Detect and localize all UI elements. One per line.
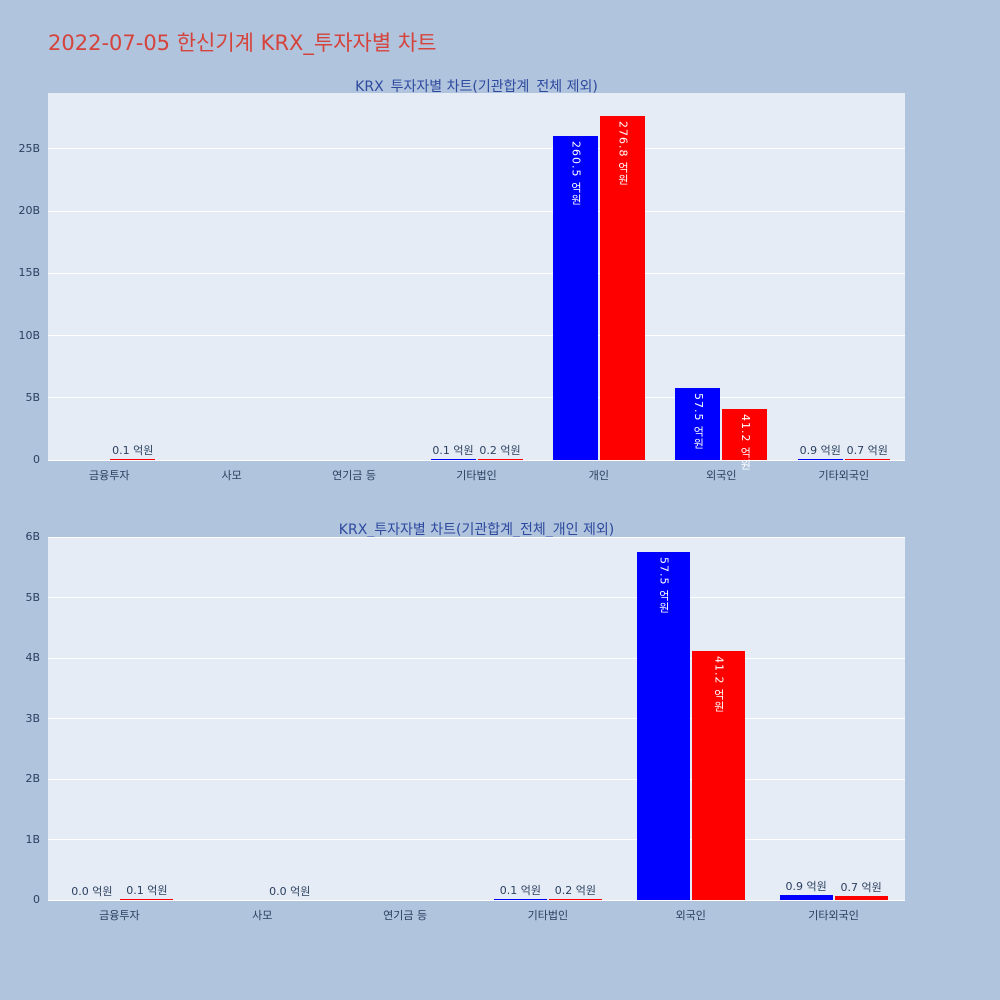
gridline xyxy=(48,536,905,538)
bar-value-label: 0.7 억원 xyxy=(840,880,882,894)
y-tick-label: 4B xyxy=(25,651,40,664)
bar-red-4 xyxy=(548,898,602,900)
x-category-label: 기타외국인 xyxy=(818,469,870,482)
gridline xyxy=(48,718,905,719)
x-category-label: 외국인 xyxy=(706,469,737,482)
bar-value-label: 0.1 억원 xyxy=(499,884,542,898)
y-tick-label: 20B xyxy=(18,204,40,218)
bar-value-label: 0.9 억원 xyxy=(799,443,841,457)
bar-red-1 xyxy=(110,459,156,460)
bar-value-label: 0.2 억원 xyxy=(479,444,521,458)
bar-value-label: 0.0 억원 xyxy=(269,885,311,898)
bar-blue-7 xyxy=(797,458,843,460)
gridline xyxy=(48,272,905,274)
bar-value-label: 57.5 억원 xyxy=(657,557,671,615)
bar-value-label: 0.0 억원 xyxy=(71,885,113,898)
bar-red-7 xyxy=(844,459,890,460)
gridline xyxy=(48,397,905,399)
y-tick-label: 0 xyxy=(33,453,40,466)
bar-blue-6 xyxy=(675,388,721,460)
bar-blue-5 xyxy=(636,552,690,900)
bar-value-label: 0.9 억원 xyxy=(785,879,827,893)
bar-red-1 xyxy=(120,899,174,900)
x-category-label: 개인 xyxy=(588,469,610,482)
page-title: 2022-07-05 한신기계 KRX_투자자별 차트 xyxy=(48,31,437,55)
y-tick-label: 5B xyxy=(25,590,40,604)
bar-blue-6 xyxy=(779,894,833,900)
bar-value-label: 260.5 억원 xyxy=(569,140,583,206)
gridline xyxy=(48,597,905,598)
bar-value-label: 276.8 억원 xyxy=(616,120,630,186)
gridline xyxy=(48,459,905,461)
x-category-label: 외국인 xyxy=(675,909,706,922)
bar-value-label: 0.1 억원 xyxy=(432,444,474,458)
bar-value-label: 41.2 억원 xyxy=(712,655,726,713)
gridline xyxy=(48,778,905,780)
x-category-label: 기타법인 xyxy=(456,469,497,482)
bar-value-label: 0.2 억원 xyxy=(554,883,597,897)
gridline xyxy=(48,839,905,840)
plot-area: 0.0 억원 0.1 억원 0.0 억원 0.1 억원 0.2 억원 57.5 억원 41.… xyxy=(48,536,905,901)
bar-value-label: 0.7 억원 xyxy=(846,444,888,458)
bar-red-6 xyxy=(722,408,768,460)
y-tick-label: 5B xyxy=(25,390,40,404)
bar-red-5 xyxy=(599,115,645,460)
bar-blue-4 xyxy=(493,899,547,900)
x-category-label: 사모 xyxy=(252,909,273,922)
gridline xyxy=(48,210,905,212)
bar-red-6 xyxy=(834,895,888,900)
x-category-label: 연기금 등 xyxy=(383,909,428,922)
gridline xyxy=(48,335,905,337)
x-category-label: 기타법인 xyxy=(527,909,569,922)
chart-title: KRX_투자자별 차트(기관합계_전체 제외) xyxy=(355,79,598,95)
plot-area: 0.1 억원 0.1 억원 0.2 억원 260.5 억원 276.8 억원 57.5 억… xyxy=(48,93,905,471)
bar-value-label: 0.1 억원 xyxy=(112,444,154,458)
bar-value-label: 0.1 억원 xyxy=(126,884,168,898)
bar-blue-5 xyxy=(552,135,598,460)
x-category-label: 연기금 등 xyxy=(332,469,377,482)
x-category-label: 기타외국인 xyxy=(808,909,859,922)
y-tick-label: 3B xyxy=(25,711,40,725)
bar-blue-4 xyxy=(430,459,476,460)
bar-value-label: 57.5 억원 xyxy=(691,393,705,451)
gridline xyxy=(48,148,905,150)
y-tick-label: 25B xyxy=(18,141,40,155)
x-category-label: 사모 xyxy=(221,469,242,482)
gridline xyxy=(48,899,905,901)
y-tick-label: 2B xyxy=(25,772,40,785)
y-tick-label: 10B xyxy=(18,328,40,342)
x-category-label: 금융투자 xyxy=(88,469,130,482)
gridline xyxy=(48,657,905,659)
y-tick-label: 1B xyxy=(25,832,40,846)
y-tick-label: 15B xyxy=(18,266,40,280)
chart-title: KRX_투자자별 차트(기관합계_전체_개인 제외) xyxy=(338,522,615,538)
bar-red-5 xyxy=(691,650,745,900)
bar-red-4 xyxy=(477,459,523,460)
bar-value-label: 41.2 억원 xyxy=(738,413,752,471)
y-tick-label: 0 xyxy=(33,893,40,906)
y-tick-label: 6B xyxy=(25,530,40,543)
x-category-label: 금융투자 xyxy=(99,909,140,922)
